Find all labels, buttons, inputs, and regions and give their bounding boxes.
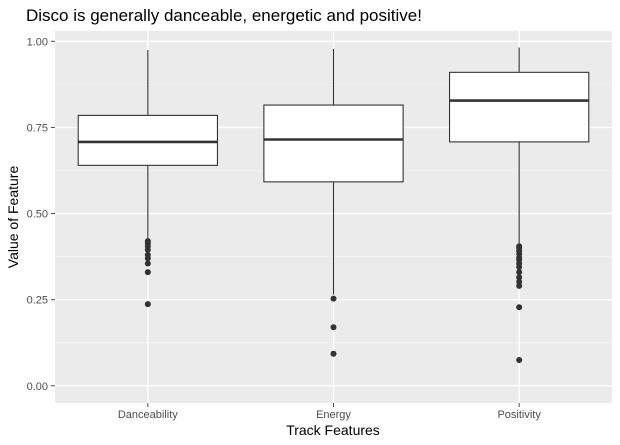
box-iqr xyxy=(77,114,219,166)
outlier-point xyxy=(144,255,151,262)
outlier-point xyxy=(516,263,523,270)
y-axis: 0.00 0.25 0.50 0.75 1.00 xyxy=(27,36,55,393)
x-tick-label: Danceability xyxy=(118,409,178,421)
chart-title: Disco is generally danceable, energetic … xyxy=(26,6,422,25)
outlier-point xyxy=(144,246,151,253)
x-tick-label: Positivity xyxy=(497,409,541,421)
x-axis-title: Track Features xyxy=(286,422,380,438)
y-tick-label: 0.50 xyxy=(27,209,48,221)
outlier-point xyxy=(144,301,151,308)
outlier-point xyxy=(144,260,151,267)
box-group-energy xyxy=(263,48,404,357)
x-tick-label: Energy xyxy=(316,409,351,421)
outlier-point xyxy=(144,269,151,276)
y-tick-label: 0.25 xyxy=(27,295,48,307)
box-iqr xyxy=(448,71,590,143)
x-axis: Danceability Energy Positivity xyxy=(118,403,541,421)
outlier-point xyxy=(516,278,523,285)
box-group-danceability xyxy=(77,49,219,308)
box-layer xyxy=(77,47,590,363)
outlier-point xyxy=(330,324,337,331)
y-tick-label: 1.00 xyxy=(27,36,48,48)
outlier-point xyxy=(516,282,523,289)
y-tick-label: 0.75 xyxy=(27,122,48,134)
outlier-point xyxy=(516,269,523,276)
outlier-point xyxy=(330,350,337,357)
y-tick-label: 0.00 xyxy=(27,381,48,393)
box-group-positivity xyxy=(448,47,590,363)
box-iqr xyxy=(263,104,404,183)
outlier-point xyxy=(330,295,337,302)
y-axis-title: Value of Feature xyxy=(5,166,21,269)
outlier-point xyxy=(516,304,523,311)
outlier-point xyxy=(516,274,523,281)
outlier-point xyxy=(516,356,523,363)
